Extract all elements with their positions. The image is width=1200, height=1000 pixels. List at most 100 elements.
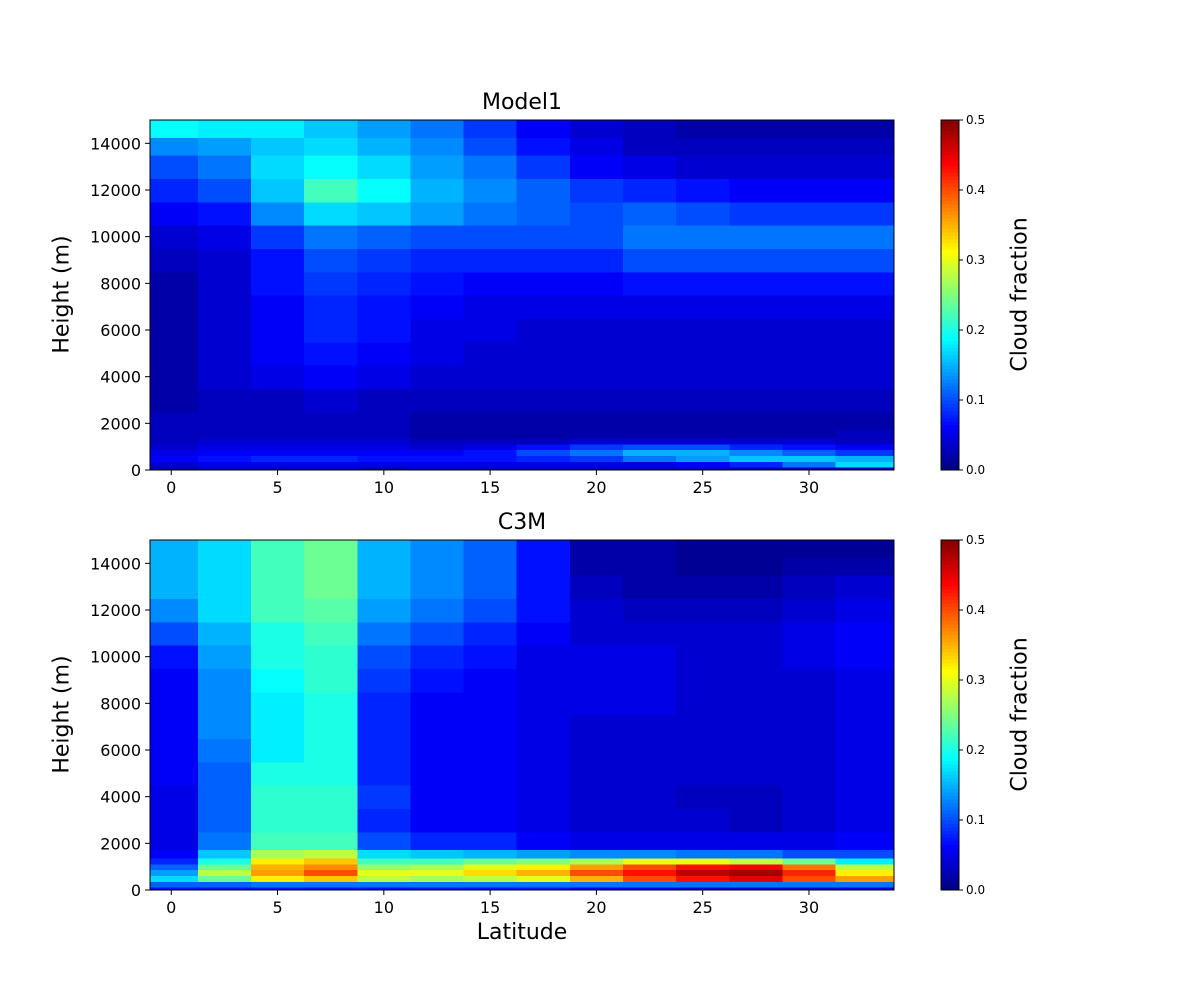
heatmap-cell	[835, 575, 895, 599]
heatmap-cell	[304, 155, 358, 179]
heatmap-cell	[304, 467, 358, 471]
y-tick-label: 12000	[90, 181, 141, 200]
heatmap-cell	[410, 575, 465, 599]
heatmap-cell	[835, 849, 895, 859]
colorbar-segment	[941, 806, 959, 811]
x-tick-label: 30	[799, 478, 819, 497]
heatmap-cell	[676, 318, 730, 343]
colorbar-segment	[941, 445, 959, 450]
heatmap-cell	[463, 443, 518, 451]
y-tick-label: 4000	[100, 368, 141, 387]
y-tick-label: 14000	[90, 554, 141, 573]
heatmap-cell	[463, 295, 518, 319]
colorbar-segment	[941, 365, 959, 370]
colorbar-segment	[941, 186, 959, 191]
heatmap-cell	[516, 863, 571, 871]
heatmap-cell	[676, 437, 730, 445]
heatmap-cell	[782, 388, 837, 413]
heatmap-cell	[676, 831, 730, 850]
heatmap-cell	[150, 225, 199, 249]
heatmap-cell	[463, 645, 518, 669]
heatmap-cell	[250, 598, 305, 623]
colorbar-segment	[941, 596, 959, 601]
heatmap-cell	[150, 645, 199, 669]
heatmap-cell	[410, 621, 465, 646]
colorbar-segment	[941, 739, 959, 744]
heatmap-cell	[150, 869, 199, 877]
heatmap-cell	[357, 411, 411, 430]
heatmap-cell	[250, 201, 305, 226]
colorbar-segment	[941, 592, 959, 597]
heatmap-cell	[463, 761, 518, 786]
heatmap-cell	[569, 869, 624, 877]
heatmap-cell	[250, 875, 305, 882]
heatmap-cell	[463, 540, 518, 559]
heatmap-cell	[250, 178, 305, 203]
heatmap-cell	[622, 271, 677, 296]
heatmap-cell	[463, 831, 518, 850]
heatmap-cell	[250, 738, 305, 763]
heatmap-cell	[197, 295, 252, 319]
heatmap-cell	[782, 455, 837, 462]
heatmap-cell	[463, 455, 518, 462]
heatmap-cell	[622, 437, 677, 445]
heatmap-cell	[835, 869, 895, 877]
colorbar-segment	[941, 148, 959, 153]
heatmap-cell	[304, 271, 358, 296]
heatmap-cell	[516, 808, 571, 833]
heatmap-cell	[569, 449, 624, 457]
heatmap-cell	[782, 875, 837, 882]
heatmap-cell	[150, 761, 199, 786]
y-tick-label: 6000	[100, 321, 141, 340]
colorbar-segment	[941, 648, 959, 653]
colorbar-segment	[941, 456, 959, 461]
colorbar-segment	[941, 270, 959, 275]
colorbar-segment	[941, 711, 959, 716]
colorbar-segment	[941, 277, 959, 282]
colorbar-segment	[941, 704, 959, 709]
heatmap-cell	[569, 621, 624, 646]
colorbar-segment	[941, 690, 959, 695]
colorbar-segment	[941, 326, 959, 331]
colorbar-segment	[941, 645, 959, 650]
colorbar-segment	[941, 417, 959, 422]
heatmap-cell	[410, 849, 465, 859]
heatmap-cell	[569, 295, 624, 319]
heatmap-cell	[410, 271, 465, 296]
heatmap-cell	[729, 881, 783, 888]
colorbar-segment	[941, 407, 959, 412]
colorbar-segment	[941, 767, 959, 772]
heatmap-cell	[250, 557, 305, 576]
heatmap-cell	[516, 155, 571, 179]
heatmap-cell	[410, 443, 465, 451]
x-tick-label: 15	[480, 478, 500, 497]
heatmap-cell	[197, 155, 252, 179]
heatmap-cell	[150, 785, 199, 809]
colorbar-segment	[941, 557, 959, 562]
heatmap-cell	[676, 178, 730, 203]
colorbar-segment	[941, 561, 959, 566]
heatmap-cell	[782, 295, 837, 319]
heatmap-cell	[622, 225, 677, 249]
heatmap-cell	[676, 443, 730, 451]
heatmap-cell	[569, 785, 624, 809]
heatmap-cell	[250, 621, 305, 646]
heatmap-cell	[357, 437, 411, 445]
colorbar-segment	[941, 638, 959, 643]
heatmap-cell	[463, 155, 518, 179]
heatmap-cell	[516, 449, 571, 457]
colorbar-segment	[941, 848, 959, 853]
heatmap-cell	[622, 295, 677, 319]
heatmap-cell	[516, 849, 571, 859]
colorbar-segment	[941, 799, 959, 804]
plot-frame	[149, 119, 895, 471]
heatmap-cell	[150, 691, 199, 716]
heatmap-cell	[729, 863, 783, 871]
heatmap-cell	[357, 461, 411, 468]
colorbar-segment	[941, 575, 959, 580]
x-tick-label: 15	[480, 898, 500, 917]
heatmap-cell	[250, 863, 305, 871]
heatmap-cell	[622, 365, 677, 389]
colorbar-segment	[941, 816, 959, 821]
